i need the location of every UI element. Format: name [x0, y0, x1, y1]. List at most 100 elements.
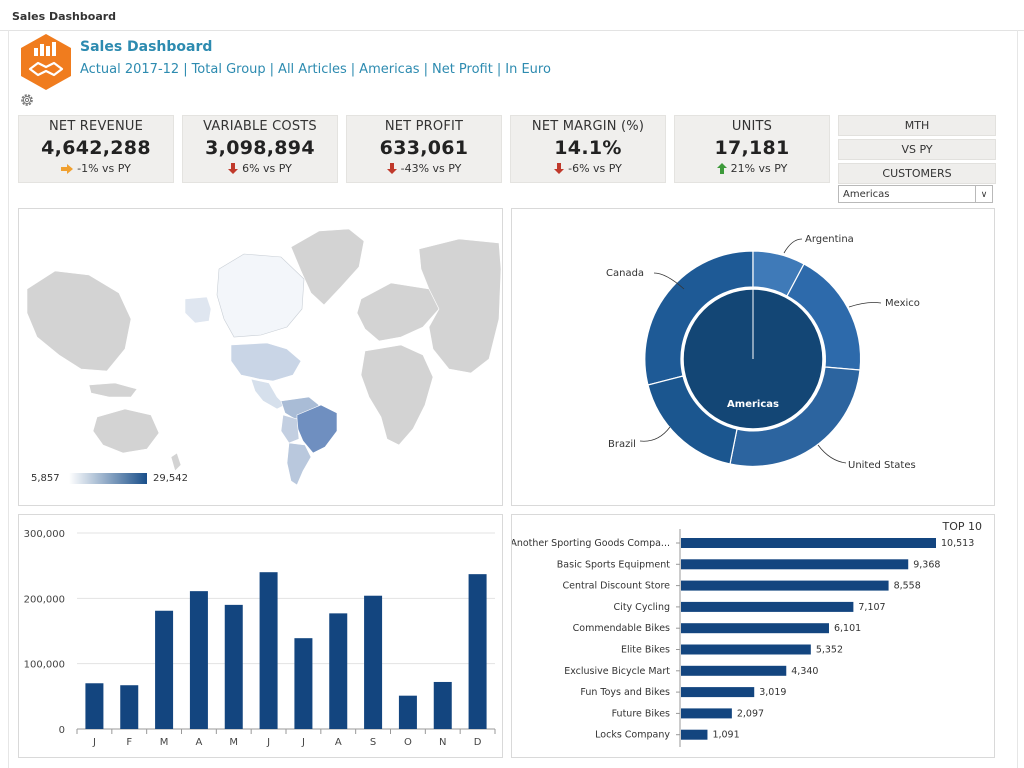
bar-8[interactable]: [364, 595, 383, 729]
kpi-net-profit[interactable]: NET PROFIT 633,061 -43% vs PY: [346, 115, 502, 183]
kpi-variable-costs[interactable]: VARIABLE COSTS 3,098,894 6% vs PY: [182, 115, 338, 183]
x-tick-label: J: [266, 737, 270, 748]
map-region-europe[interactable]: [356, 282, 440, 342]
arrow-down-icon: [554, 163, 565, 174]
value-label: 7,107: [858, 602, 885, 613]
monthly-bar-panel: 0 100,000 200,000 300,000 J F M A M J J A S O N D: [18, 514, 503, 758]
vs-py-button[interactable]: VS PY: [838, 139, 996, 160]
category-label: Fun Toys and Bikes: [580, 687, 670, 698]
top10-bar-6[interactable]: [681, 665, 787, 676]
map-region-alaska[interactable]: [184, 296, 212, 324]
x-tick-label: J: [92, 737, 96, 748]
kpi-value: 633,061: [379, 137, 469, 159]
crumb-period[interactable]: Actual 2017-12: [80, 62, 180, 77]
customers-button[interactable]: CUSTOMERS: [838, 163, 996, 184]
category-label: Locks Company: [595, 730, 670, 741]
world-map[interactable]: 5,857 29,542: [19, 209, 502, 505]
monthly-bar-chart[interactable]: 0 100,000 200,000 300,000 J F M A M J J A S O N D: [19, 515, 502, 757]
map-panel: 5,857 29,542: [18, 208, 503, 506]
category-label: Future Bikes: [612, 708, 670, 719]
map-region-argentina[interactable]: [286, 442, 312, 486]
breadcrumb: Actual 2017-12 | Total Group | All Articles |…: [80, 62, 551, 77]
kpi-value: 17,181: [714, 137, 790, 159]
crumb-group[interactable]: Total Group: [191, 62, 266, 77]
bar-9[interactable]: [398, 695, 417, 729]
logo-icon: [21, 34, 71, 90]
bar-11[interactable]: [468, 574, 487, 729]
chevron-down-icon[interactable]: ∨: [975, 186, 992, 202]
crumb-measure[interactable]: Net Profit: [431, 62, 493, 77]
value-label: 5,352: [816, 645, 843, 656]
donut-center-label: Americas: [727, 399, 779, 410]
donut-label-mexico: Mexico: [885, 298, 920, 309]
donut-slice-brazil[interactable]: [647, 375, 738, 465]
kpi-value: 4,642,288: [41, 137, 151, 159]
arrow-right-icon: [61, 164, 74, 174]
kpi-change: 6% vs PY: [242, 162, 292, 175]
category-label: City Cycling: [614, 602, 670, 613]
mth-button[interactable]: MTH: [838, 115, 996, 136]
map-region-mexico[interactable]: [250, 378, 286, 410]
map-region-canada[interactable]: [216, 253, 305, 338]
y-tick-label: 200,000: [24, 594, 65, 605]
donut-chart[interactable]: Americas Argentina Mexico United States …: [512, 209, 994, 505]
x-tick-label: D: [474, 737, 482, 748]
top10-bar-1[interactable]: [681, 559, 909, 570]
bar-0[interactable]: [85, 683, 104, 729]
kpi-label: NET PROFIT: [384, 119, 464, 134]
kpi-units[interactable]: UNITS 17,181 21% vs PY: [674, 115, 830, 183]
top10-bar-0[interactable]: [681, 538, 936, 548]
y-tick-label: 300,000: [24, 529, 65, 540]
top10-bar-7[interactable]: [681, 687, 755, 698]
map-region-greenland[interactable]: [290, 228, 365, 306]
map-region-australia[interactable]: [92, 408, 160, 454]
bar-4[interactable]: [224, 604, 243, 729]
top10-bar-9[interactable]: [681, 729, 708, 740]
kpi-value: 14.1%: [554, 137, 622, 159]
kpi-net-margin[interactable]: NET MARGIN (%) 14.1% -6% vs PY: [510, 115, 666, 183]
region-select-value: Americas: [843, 189, 890, 200]
map-region-peru[interactable]: [280, 414, 300, 444]
category-label: Commendable Bikes: [573, 623, 670, 634]
crumb-region[interactable]: Americas: [359, 62, 420, 77]
kpi-label: NET REVENUE: [48, 119, 144, 134]
map-region-africa[interactable]: [360, 344, 434, 446]
bar-5[interactable]: [259, 572, 278, 729]
bar-1[interactable]: [120, 685, 139, 729]
category-label: Exclusive Bicycle Mart: [564, 666, 670, 677]
donut-panel: Americas Argentina Mexico United States …: [511, 208, 995, 506]
kpi-label: UNITS: [731, 119, 773, 134]
kpi-net-revenue[interactable]: NET REVENUE 4,642,288 -1% vs PY: [18, 115, 174, 183]
bar-7[interactable]: [329, 613, 348, 729]
bar-10[interactable]: [433, 681, 452, 729]
x-tick-label: N: [439, 737, 446, 748]
bar-6[interactable]: [294, 638, 313, 729]
top10-bar-2[interactable]: [681, 580, 889, 591]
category-label: Central Discount Store: [563, 581, 671, 592]
top10-bar-4[interactable]: [681, 623, 829, 634]
map-region-brazil[interactable]: [296, 404, 338, 454]
crumb-articles[interactable]: All Articles: [278, 62, 347, 77]
bar-3[interactable]: [189, 591, 208, 729]
map-region-east-asia[interactable]: [26, 270, 132, 372]
kpi-value: 3,098,894: [205, 137, 315, 159]
x-tick-label: A: [195, 737, 202, 748]
map-region-indonesia[interactable]: [88, 382, 138, 398]
top10-bar-chart[interactable]: TOP 10 Another Sporting Goods Compa... 10,…: [510, 515, 994, 757]
y-tick-label: 100,000: [24, 660, 65, 671]
top10-bar-8[interactable]: [681, 708, 732, 719]
map-region-asia[interactable]: [418, 238, 502, 374]
category-label: Basic Sports Equipment: [557, 559, 670, 570]
top10-bar-3[interactable]: [681, 601, 854, 612]
bar-2[interactable]: [155, 610, 174, 729]
map-region-new-zealand[interactable]: [170, 452, 182, 472]
y-tick-label: 0: [59, 725, 65, 736]
value-label: 10,513: [941, 538, 974, 549]
map-region-united-states[interactable]: [230, 342, 302, 382]
value-label: 8,558: [894, 581, 921, 592]
region-select[interactable]: Americas ∨: [838, 185, 993, 203]
gear-icon[interactable]: [19, 92, 35, 108]
crumb-currency[interactable]: In Euro: [505, 62, 551, 77]
top10-bar-5[interactable]: [681, 644, 811, 655]
map-legend-min: 5,857: [31, 473, 60, 484]
